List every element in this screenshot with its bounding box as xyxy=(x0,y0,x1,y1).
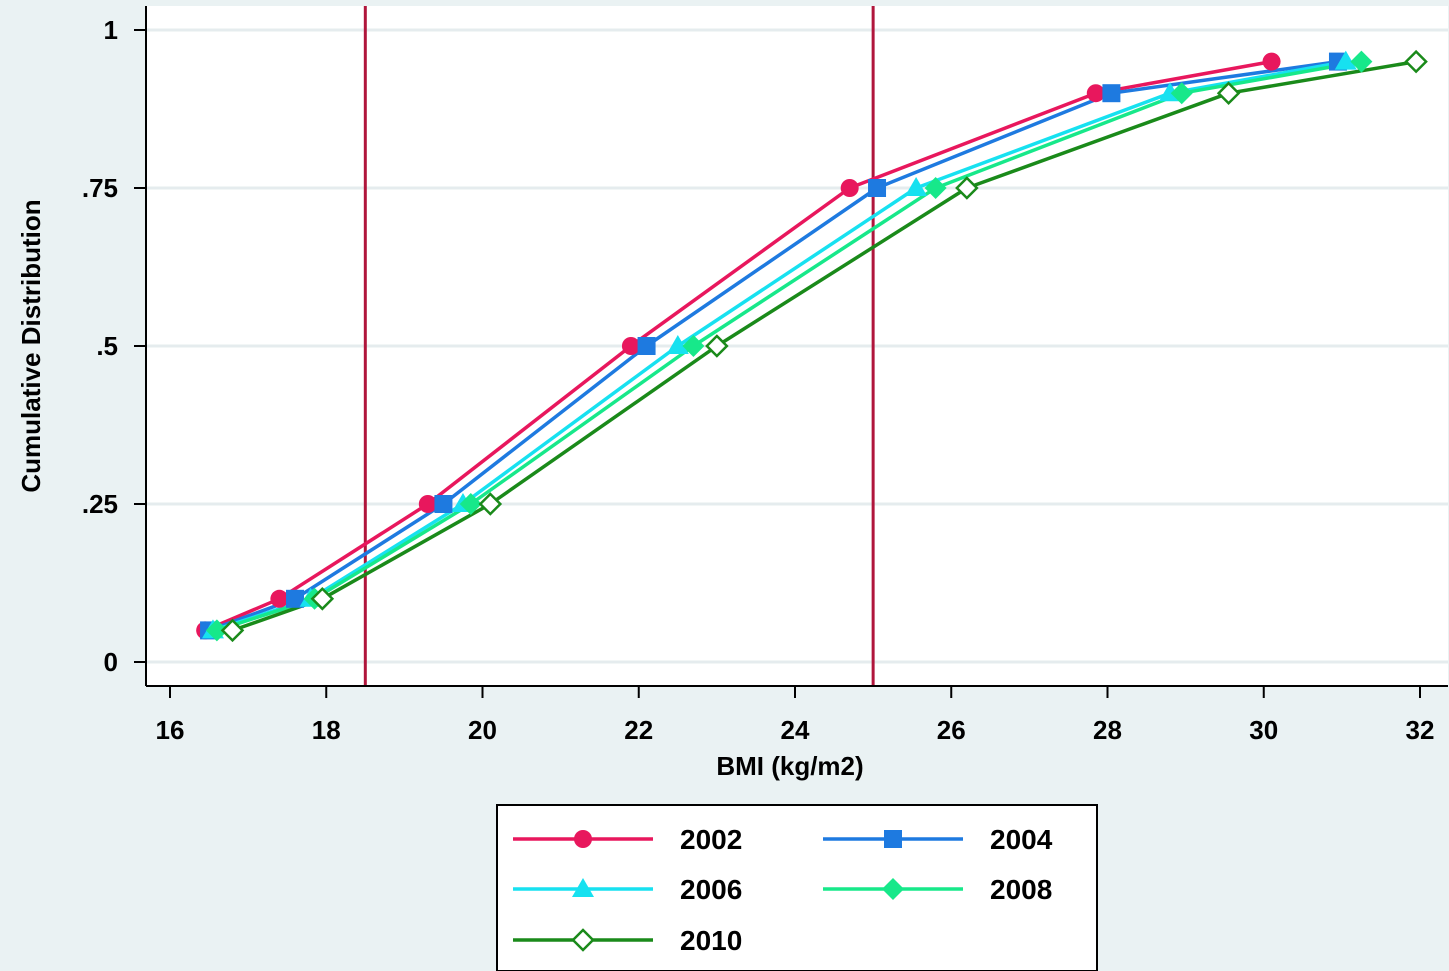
y-axis-title: Cumulative Distribution xyxy=(16,199,46,492)
x-tick-label-3: 22 xyxy=(624,715,653,745)
legend-item-2002: 2002 xyxy=(513,824,742,855)
x-ticks: 16 18 20 22 24 26 28 30 32 xyxy=(156,686,1435,745)
legend-item-2010: 2010 xyxy=(513,925,742,956)
point-2010-4 xyxy=(955,176,979,200)
legend-marker-2004 xyxy=(884,830,902,848)
point-2002-1 xyxy=(270,589,289,608)
point-2006-4 xyxy=(905,177,928,196)
point-2004-5 xyxy=(1102,84,1121,103)
legend-label-2004: 2004 xyxy=(990,824,1053,855)
x-tick-label-4: 24 xyxy=(781,715,810,745)
y-tick-label-3: .75 xyxy=(82,173,118,203)
legend-item-2004: 2004 xyxy=(823,824,1053,855)
point-2002-2 xyxy=(418,495,437,513)
y-tick-label-0: 0 xyxy=(104,647,118,677)
x-tick-label-7: 30 xyxy=(1249,715,1278,745)
legend-label-2006: 2006 xyxy=(680,874,742,905)
x-tick-label-2: 20 xyxy=(468,715,497,745)
legend-label-2010: 2010 xyxy=(680,925,742,956)
legend-item-2006: 2006 xyxy=(513,874,742,905)
point-2004-1 xyxy=(286,589,304,608)
y-ticks: 0 .25 .5 .75 1 xyxy=(82,15,146,677)
point-2004-4 xyxy=(868,179,887,197)
point-2002-5 xyxy=(1086,84,1105,103)
point-2010-0 xyxy=(220,618,245,643)
point-2008-4 xyxy=(924,177,947,199)
series-markers xyxy=(196,49,1428,643)
point-2010-1 xyxy=(310,587,335,611)
point-2002-4 xyxy=(840,179,859,197)
legend-marker-2008 xyxy=(882,878,904,900)
x-tick-label-8: 32 xyxy=(1406,715,1435,745)
y-tick-label-1: .25 xyxy=(82,489,118,519)
y-tick-label-2: .5 xyxy=(96,331,118,361)
point-2008-5 xyxy=(1170,82,1193,105)
point-2006-6 xyxy=(1334,50,1357,70)
point-2010-2 xyxy=(478,492,503,516)
x-axis-title: BMI (kg/m2) xyxy=(716,751,863,781)
legend-label-2008: 2008 xyxy=(990,874,1052,905)
legend-label-2002: 2002 xyxy=(680,824,742,855)
legend-marker-2010 xyxy=(571,928,595,952)
point-2010-5 xyxy=(1216,81,1241,105)
point-2010-3 xyxy=(705,334,729,358)
point-2002-6 xyxy=(1262,52,1281,71)
legend-item-2008: 2008 xyxy=(823,874,1052,905)
point-2006-3 xyxy=(666,335,689,354)
legend-marker-2006 xyxy=(572,878,594,897)
x-tick-label-6: 28 xyxy=(1093,715,1122,745)
point-2004-3 xyxy=(637,337,656,355)
point-2008-2 xyxy=(459,493,482,515)
point-2010-6 xyxy=(1404,49,1428,74)
legend-marker-2002 xyxy=(574,830,592,848)
point-2008-3 xyxy=(682,335,705,357)
x-tick-label-0: 16 xyxy=(156,715,185,745)
y-tick-label-4: 1 xyxy=(104,15,118,45)
x-tick-label-5: 26 xyxy=(937,715,966,745)
legend: 2002 2004 2006 2008 2010 xyxy=(496,804,1098,971)
x-tick-label-1: 18 xyxy=(312,715,341,745)
point-2008-6 xyxy=(1350,50,1373,73)
point-2008-0 xyxy=(205,619,228,642)
point-2004-2 xyxy=(434,495,453,513)
point-2002-3 xyxy=(621,337,640,355)
